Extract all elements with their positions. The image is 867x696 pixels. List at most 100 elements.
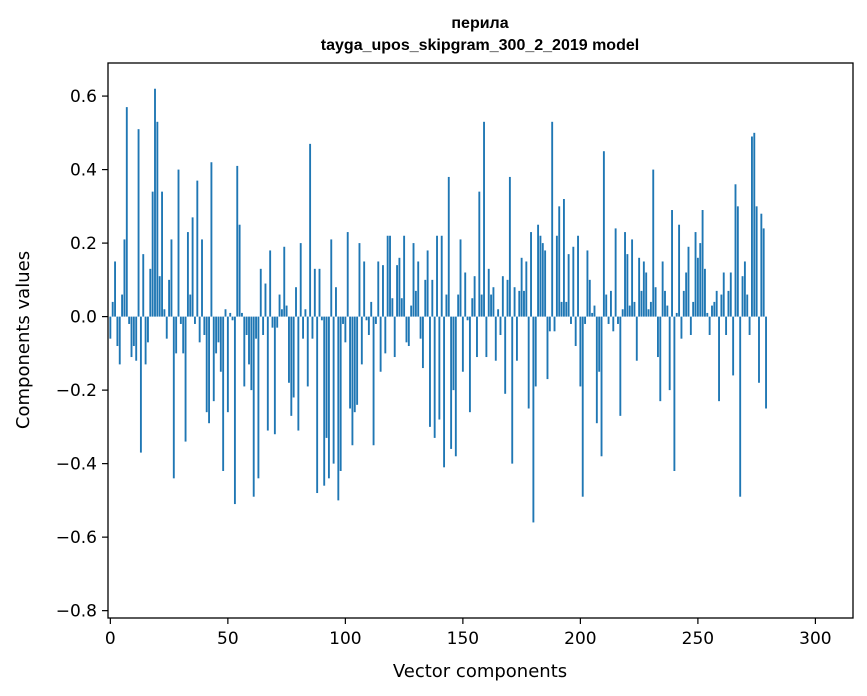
- bar-124: [400, 298, 403, 317]
- bar-211: [605, 294, 608, 317]
- bar-70: [273, 316, 276, 435]
- bar-269: [741, 276, 744, 317]
- bar-109: [365, 316, 368, 321]
- bar-89: [318, 268, 321, 317]
- x-axis-ticks: 0 50 100 150 200 250 300: [105, 618, 832, 649]
- y-tick-label: −0.2: [56, 381, 97, 401]
- bar-218: [621, 309, 624, 317]
- bar-225: [638, 257, 641, 317]
- bar-7: [125, 107, 128, 317]
- bar-277: [760, 213, 763, 317]
- bar-20: [156, 121, 159, 317]
- bar-227: [642, 261, 645, 317]
- bar-137: [431, 279, 434, 317]
- bar-130: [414, 290, 417, 317]
- bar-244: [682, 290, 685, 317]
- y-tick-label: 0.2: [70, 234, 97, 254]
- bar-141: [440, 235, 443, 317]
- bar-45: [215, 316, 218, 354]
- bar-125: [403, 235, 406, 317]
- bar-100: [344, 316, 347, 343]
- bar-195: [567, 254, 570, 317]
- bar-185: [544, 250, 547, 317]
- bar-86: [311, 316, 314, 339]
- bar-237: [666, 305, 669, 317]
- bar-19: [154, 88, 156, 317]
- bar-145: [450, 316, 453, 449]
- bar-58: [245, 316, 248, 335]
- bar-133: [421, 316, 424, 369]
- bar-23: [163, 309, 166, 317]
- bar-103: [351, 316, 354, 446]
- bar-72: [278, 294, 281, 317]
- bar-258: [715, 290, 718, 317]
- bar-161: [487, 268, 490, 317]
- bar-93: [327, 316, 330, 479]
- bar-32: [184, 316, 187, 442]
- bar-209: [600, 316, 603, 457]
- bar-47: [219, 316, 222, 372]
- bar-6: [123, 239, 126, 317]
- bar-112: [372, 316, 375, 446]
- bar-201: [581, 316, 584, 497]
- bar-68: [269, 250, 272, 317]
- bar-63: [257, 316, 260, 479]
- bar-208: [598, 316, 601, 372]
- bar-254: [706, 312, 709, 317]
- bar-138: [433, 316, 436, 438]
- bar-226: [640, 290, 643, 317]
- bar-48: [222, 316, 225, 471]
- bar-149: [459, 239, 462, 317]
- bar-44: [212, 316, 215, 402]
- bar-13: [139, 316, 142, 453]
- bar-110: [367, 316, 370, 335]
- bar-202: [584, 316, 587, 324]
- bar-33: [186, 232, 189, 317]
- bar-160: [485, 316, 488, 358]
- bar-256: [711, 305, 713, 317]
- bar-148: [457, 294, 460, 317]
- chart-title-line-2: tayga_upos_skipgram_300_2_2019 model: [321, 37, 639, 54]
- bar-87: [313, 268, 316, 317]
- bar-189: [553, 316, 556, 332]
- bar-73: [280, 309, 283, 317]
- bar-132: [419, 316, 422, 339]
- bar-111: [370, 301, 373, 317]
- bar-274: [753, 132, 756, 317]
- bar-135: [426, 250, 429, 317]
- bar-17: [149, 268, 152, 317]
- bar-221: [628, 305, 631, 317]
- bar-183: [539, 235, 542, 317]
- bar-142: [443, 316, 446, 468]
- bar-119: [389, 235, 391, 317]
- bar-121: [393, 316, 396, 358]
- bar-10: [132, 316, 135, 347]
- bar-179: [530, 232, 532, 317]
- bar-0: [109, 316, 112, 339]
- bar-198: [574, 316, 577, 347]
- bar-107: [360, 316, 363, 365]
- bar-270: [743, 261, 746, 317]
- bar-122: [396, 265, 399, 317]
- bar-170: [508, 176, 511, 317]
- bar-257: [713, 301, 716, 317]
- bar-166: [499, 316, 502, 335]
- bar-194: [565, 301, 568, 317]
- bar-246: [687, 246, 690, 317]
- bar-79: [295, 287, 297, 317]
- bar-92: [325, 316, 328, 438]
- bar-154: [471, 298, 474, 317]
- bar-267: [736, 206, 739, 317]
- bar-80: [297, 316, 300, 431]
- bar-215: [614, 228, 617, 317]
- bar-264: [729, 272, 732, 317]
- bar-224: [635, 316, 638, 361]
- bar-171: [511, 316, 514, 464]
- bar-30: [179, 316, 182, 324]
- y-axis-label: Components values: [13, 251, 34, 429]
- x-tick-label: 300: [799, 629, 831, 649]
- bar-8: [128, 316, 131, 324]
- bar-220: [626, 254, 629, 317]
- bar-203: [586, 250, 589, 317]
